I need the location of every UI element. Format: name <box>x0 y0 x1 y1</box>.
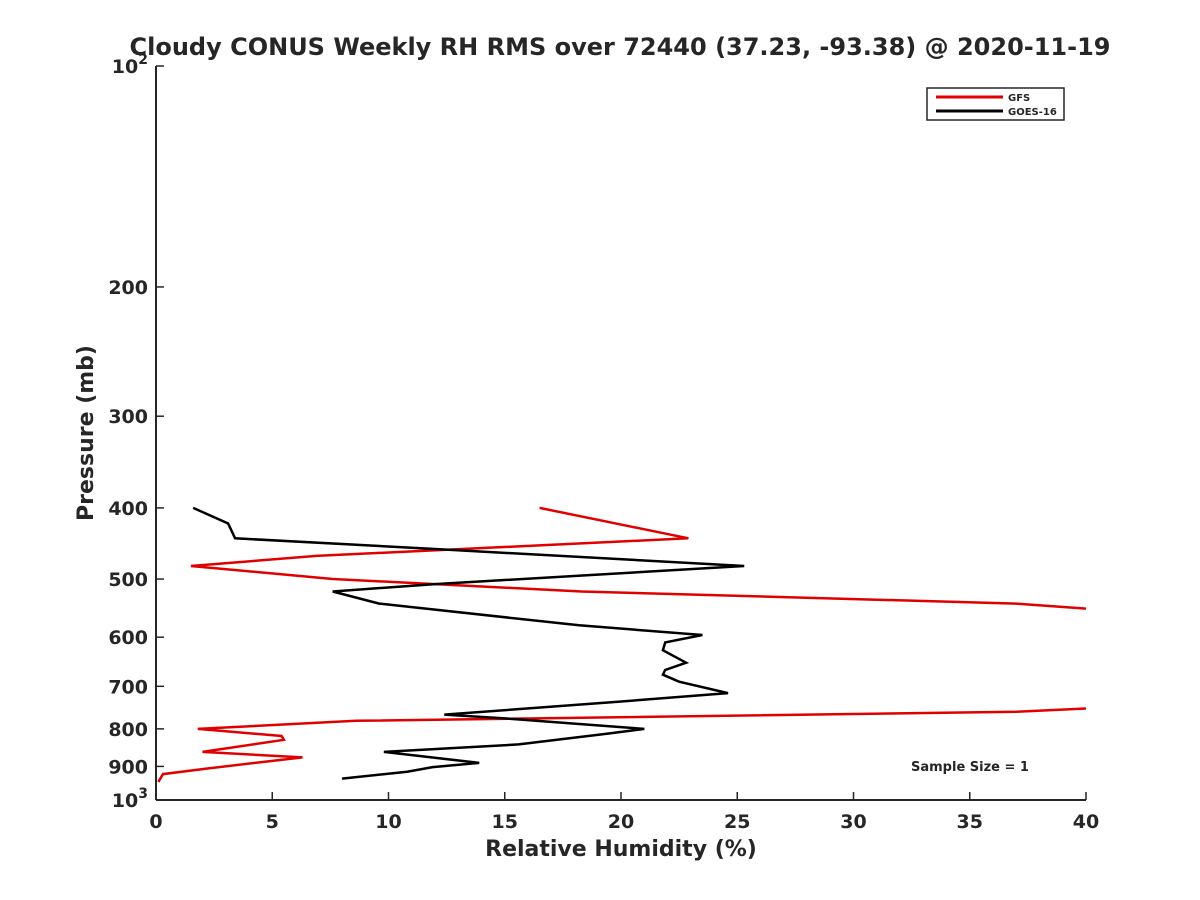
y-tick-label: 103 <box>112 786 148 812</box>
y-tick-label: 500 <box>108 569 148 591</box>
y-tick-label: 800 <box>108 719 148 741</box>
y-tick-label: 300 <box>108 406 148 428</box>
x-tick-label: 0 <box>149 811 162 833</box>
y-tick-label: 700 <box>108 676 148 698</box>
x-tick-label: 20 <box>608 811 634 833</box>
series-line-goes16 <box>192 506 745 780</box>
x-axis-label: Relative Humidity (%) <box>485 837 757 862</box>
series-line-gfs <box>157 506 1086 783</box>
x-tick-label: 40 <box>1073 811 1099 833</box>
legend-label-gfs: GFS <box>1008 93 1030 104</box>
x-tick-label: 25 <box>724 811 750 833</box>
x-axis-ticks: 0 5 10 15 20 25 30 35 40 <box>149 792 1099 833</box>
series-layer <box>157 506 1086 783</box>
y-tick-label: 400 <box>108 498 148 520</box>
legend-label-goes16: GOES-16 <box>1008 107 1057 118</box>
x-tick-label: 30 <box>840 811 866 833</box>
x-tick-label: 5 <box>266 811 279 833</box>
y-tick-label-base: 10 <box>112 56 138 78</box>
legend: GFS GOES-16 <box>926 87 1065 121</box>
x-tick-label: 15 <box>492 811 518 833</box>
sample-size-annotation: Sample Size = 1 <box>911 760 1029 775</box>
y-tick-label: 600 <box>108 627 148 649</box>
y-tick-label-base: 10 <box>112 790 138 812</box>
chart-title: Cloudy CONUS Weekly RH RMS over 72440 (3… <box>130 33 1111 61</box>
y-tick-label: 102 <box>112 52 148 78</box>
y-tick-label: 900 <box>108 756 148 778</box>
x-tick-label: 10 <box>375 811 401 833</box>
legend-box <box>926 87 1065 121</box>
plot-area <box>157 506 1086 783</box>
y-tick-label: 200 <box>108 277 148 299</box>
y-axis-label: Pressure (mb) <box>74 345 99 521</box>
y-tick-label-exponent: 2 <box>138 52 148 68</box>
x-tick-label: 35 <box>957 811 983 833</box>
y-tick-label-exponent: 3 <box>138 786 148 802</box>
